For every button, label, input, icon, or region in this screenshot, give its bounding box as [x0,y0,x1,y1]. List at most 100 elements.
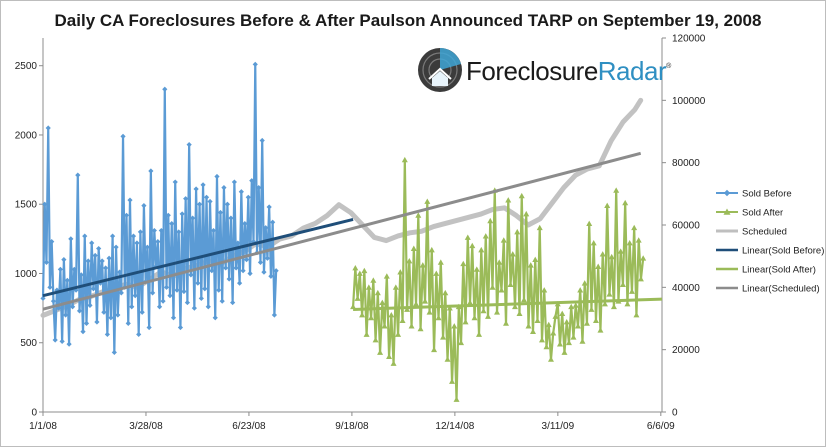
sold-after-point [597,327,604,333]
sold-after-point [406,258,413,264]
sold-before-point [137,229,144,235]
sold-after-point [604,202,611,209]
sold-before-point [212,315,218,321]
sold-before-point [263,225,269,231]
sold-after-point [577,287,584,293]
sold-after-point [401,156,408,163]
sold-after-point [374,289,381,296]
sold-after-point [608,253,615,260]
legend-label: Scheduled [742,227,787,238]
sold-after-point [538,336,545,343]
sold-after-point [350,303,357,310]
sold-before-point [155,239,161,245]
sold-before-point [216,287,222,293]
legend-label: Sold After [742,208,783,219]
sold-before-point [45,125,51,131]
sold-before-point [181,288,187,295]
sold-before-point [87,302,93,308]
sold-after-point [613,187,620,193]
sold-after-point [440,334,447,340]
sold-after-point [476,331,483,337]
sold-before-point [80,329,86,335]
sold-before-point [203,194,210,200]
sold-after-point [431,346,438,353]
linear-sold-before-line [42,218,354,298]
logo-text: ForeclosureRadar® [466,56,672,86]
sold-before-point [141,203,147,209]
sold-after-point [581,280,588,286]
left-axis-tick-label: 2500 [15,61,38,72]
sold-after-point [599,251,606,257]
sold-after-point [559,310,566,317]
sold-before-point [106,255,112,261]
sold-before-point [101,309,107,315]
left-axis-tick-label: 500 [20,338,37,349]
x-axis-tick-label: 3/11/09 [542,421,575,432]
x-axis-tick-label: 6/23/08 [232,421,266,432]
sold-after-point [449,378,456,384]
logo-brand-part2: Radar [598,56,667,86]
legend-item-linear-after: Linear(Sold After) [716,265,816,276]
sold-before-point [243,257,250,263]
sold-after-point [359,312,366,318]
sold-after-point [527,262,534,268]
sold-before-point [148,168,154,174]
sold-before-point [207,198,213,205]
sold-after-point [381,323,388,329]
sold-before-point [49,239,55,245]
sold-before-point [129,304,135,310]
legend-item-linear-scheduled: Linear(Scheduled) [716,284,820,295]
sold-before-point [271,312,277,318]
sold-after-point [428,246,435,253]
sold-before-point [160,298,166,304]
sold-before-point [146,324,152,331]
legend-item-sold-before: Sold Before [716,189,792,200]
sold-before-point [200,182,206,188]
sold-after-point [595,263,602,269]
sold-before-point [136,331,142,338]
sold-after-point [444,356,451,362]
sold-after-point [354,295,361,301]
sold-before-point [130,233,137,239]
sold-after-point [633,312,640,318]
sold-after-point [395,331,402,337]
sold-before-point [90,286,97,292]
sold-before-point [237,280,243,286]
sold-before-point [99,258,105,264]
sold-after-point [619,281,626,287]
sold-after-point [417,325,424,332]
sold-after-point [419,262,426,268]
sold-before-point [214,173,220,180]
right-axis-tick-label: 20000 [672,345,700,356]
sold-before-point [270,219,276,225]
sold-before-point [252,61,258,67]
x-axis-tick-label: 3/28/08 [129,421,163,432]
sold-before-point [183,196,189,202]
sold-after-point [547,356,554,362]
sold-after-point [480,307,487,314]
sold-after-point [552,313,559,319]
sold-after-point [422,298,429,304]
sold-before-point [118,290,124,296]
sold-after-point [496,259,503,265]
sold-before-point [205,304,211,310]
sold-after-point [435,314,442,321]
sold-before-point [56,305,62,311]
sold-after-point [637,276,644,282]
sold-before-point [59,338,65,344]
sold-before-point [163,284,170,290]
legend-label: Sold Before [742,189,792,200]
sold-after-point [478,246,485,253]
sold-after-point [446,305,453,311]
sold-before-point [57,266,63,272]
sold-after-point [469,242,476,249]
sold-before-point [162,86,168,92]
sold-after-point [624,300,631,307]
sold-after-point [516,310,523,317]
sold-after-point [462,318,469,325]
logo-brand-part1: Foreclosure [466,56,598,86]
sold-after-point [583,320,590,326]
sold-before-point [109,233,116,239]
sold-after-point [628,288,635,294]
